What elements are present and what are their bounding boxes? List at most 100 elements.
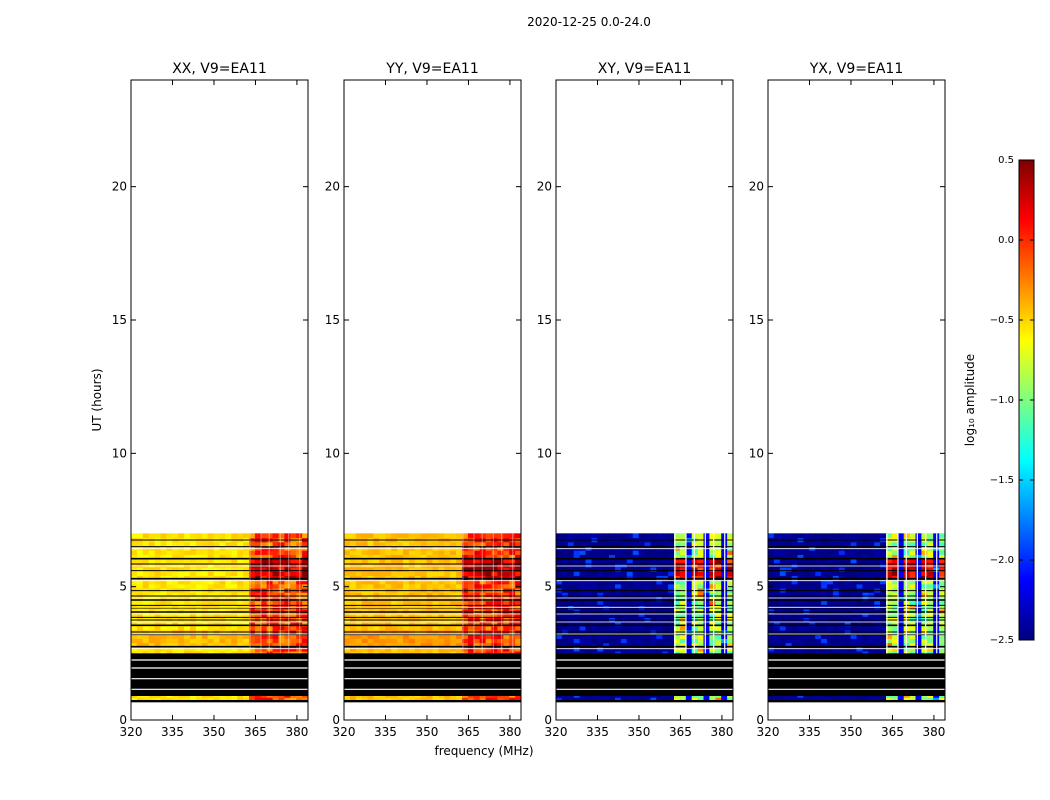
data-cell bbox=[160, 571, 167, 576]
data-cell bbox=[632, 575, 640, 581]
data-cell bbox=[243, 621, 250, 627]
data-cell bbox=[344, 579, 351, 585]
data-cell bbox=[207, 596, 215, 602]
data-cell bbox=[785, 697, 793, 702]
data-cell bbox=[266, 571, 274, 576]
data-cell bbox=[444, 697, 451, 702]
data-cell bbox=[909, 592, 917, 597]
data-cell bbox=[213, 596, 221, 602]
data-cell bbox=[868, 558, 875, 564]
data-cell bbox=[302, 533, 308, 539]
data-cell bbox=[556, 571, 563, 576]
data-cell bbox=[591, 558, 598, 564]
data-cell bbox=[444, 575, 451, 581]
data-cell bbox=[591, 596, 598, 602]
data-cell bbox=[290, 638, 297, 644]
data-cell bbox=[615, 550, 622, 555]
data-cell bbox=[444, 621, 451, 627]
data-cell bbox=[891, 697, 899, 702]
data-cell bbox=[768, 613, 775, 618]
data-cell bbox=[154, 646, 162, 652]
data-cell bbox=[266, 562, 274, 568]
data-cell bbox=[821, 596, 828, 602]
data-cell bbox=[567, 571, 575, 576]
data-cell bbox=[709, 638, 716, 644]
data-cell bbox=[195, 533, 203, 539]
data-cell bbox=[897, 642, 905, 648]
data-cell bbox=[632, 579, 640, 585]
data-cell bbox=[467, 621, 475, 627]
data-cell bbox=[656, 554, 663, 560]
data-cell bbox=[403, 541, 410, 547]
data-cell bbox=[809, 571, 816, 576]
data-cell bbox=[868, 583, 875, 589]
data-cell bbox=[278, 634, 285, 639]
data-cell bbox=[874, 571, 881, 576]
data-cell bbox=[662, 550, 669, 555]
data-cell bbox=[349, 541, 357, 547]
data-cell bbox=[403, 596, 410, 602]
data-cell bbox=[497, 566, 504, 572]
data-cell bbox=[148, 571, 156, 576]
data-cell bbox=[785, 571, 793, 576]
data-cell bbox=[615, 646, 622, 652]
data-cell bbox=[909, 579, 917, 585]
data-cell bbox=[909, 583, 917, 589]
data-cell bbox=[903, 566, 911, 572]
data-cell bbox=[249, 600, 256, 606]
data-cell bbox=[620, 558, 628, 564]
data-cell bbox=[296, 566, 303, 572]
data-cell bbox=[166, 554, 173, 560]
data-cell bbox=[509, 638, 516, 644]
data-cell bbox=[131, 541, 138, 547]
data-cell bbox=[195, 646, 203, 652]
data-cell bbox=[897, 562, 905, 568]
data-cell bbox=[148, 625, 156, 631]
data-cell bbox=[450, 600, 457, 606]
data-cell bbox=[213, 621, 221, 627]
data-cell bbox=[190, 579, 197, 585]
data-cell bbox=[397, 583, 404, 589]
data-cell bbox=[668, 541, 675, 547]
data-cell bbox=[278, 642, 285, 648]
data-cell bbox=[444, 646, 451, 652]
data-cell bbox=[491, 613, 498, 618]
data-cell bbox=[591, 562, 598, 568]
data-cell bbox=[909, 634, 917, 639]
data-cell bbox=[225, 541, 232, 547]
data-cell bbox=[785, 638, 793, 644]
data-cell bbox=[591, 646, 598, 652]
data-cell bbox=[397, 613, 404, 618]
data-cell bbox=[249, 613, 256, 618]
data-cell bbox=[438, 621, 445, 627]
data-cell bbox=[803, 579, 810, 585]
data-cell bbox=[379, 634, 386, 639]
data-cell bbox=[408, 638, 416, 644]
data-cell bbox=[561, 625, 569, 631]
data-cell bbox=[679, 575, 687, 581]
data-cell bbox=[172, 575, 179, 581]
data-cell bbox=[302, 634, 308, 639]
data-cell bbox=[927, 621, 934, 627]
data-cell bbox=[909, 642, 917, 648]
data-cell bbox=[249, 562, 256, 568]
data-cell bbox=[709, 579, 716, 585]
data-cell bbox=[603, 583, 610, 589]
data-cell bbox=[462, 533, 469, 539]
data-cell bbox=[874, 541, 881, 547]
data-cell bbox=[939, 697, 945, 702]
data-cell bbox=[284, 562, 291, 568]
data-cell bbox=[136, 541, 144, 547]
data-cell bbox=[260, 562, 268, 568]
data-cell bbox=[190, 642, 197, 648]
data-cell bbox=[561, 646, 569, 652]
data-cell bbox=[497, 579, 504, 585]
data-cell bbox=[237, 646, 244, 652]
data-cell bbox=[903, 697, 911, 702]
data-cell bbox=[709, 583, 716, 589]
data-cell bbox=[915, 541, 922, 547]
data-cell bbox=[844, 634, 852, 639]
data-cell bbox=[231, 596, 238, 602]
data-cell bbox=[509, 642, 516, 648]
data-cell bbox=[768, 596, 775, 602]
